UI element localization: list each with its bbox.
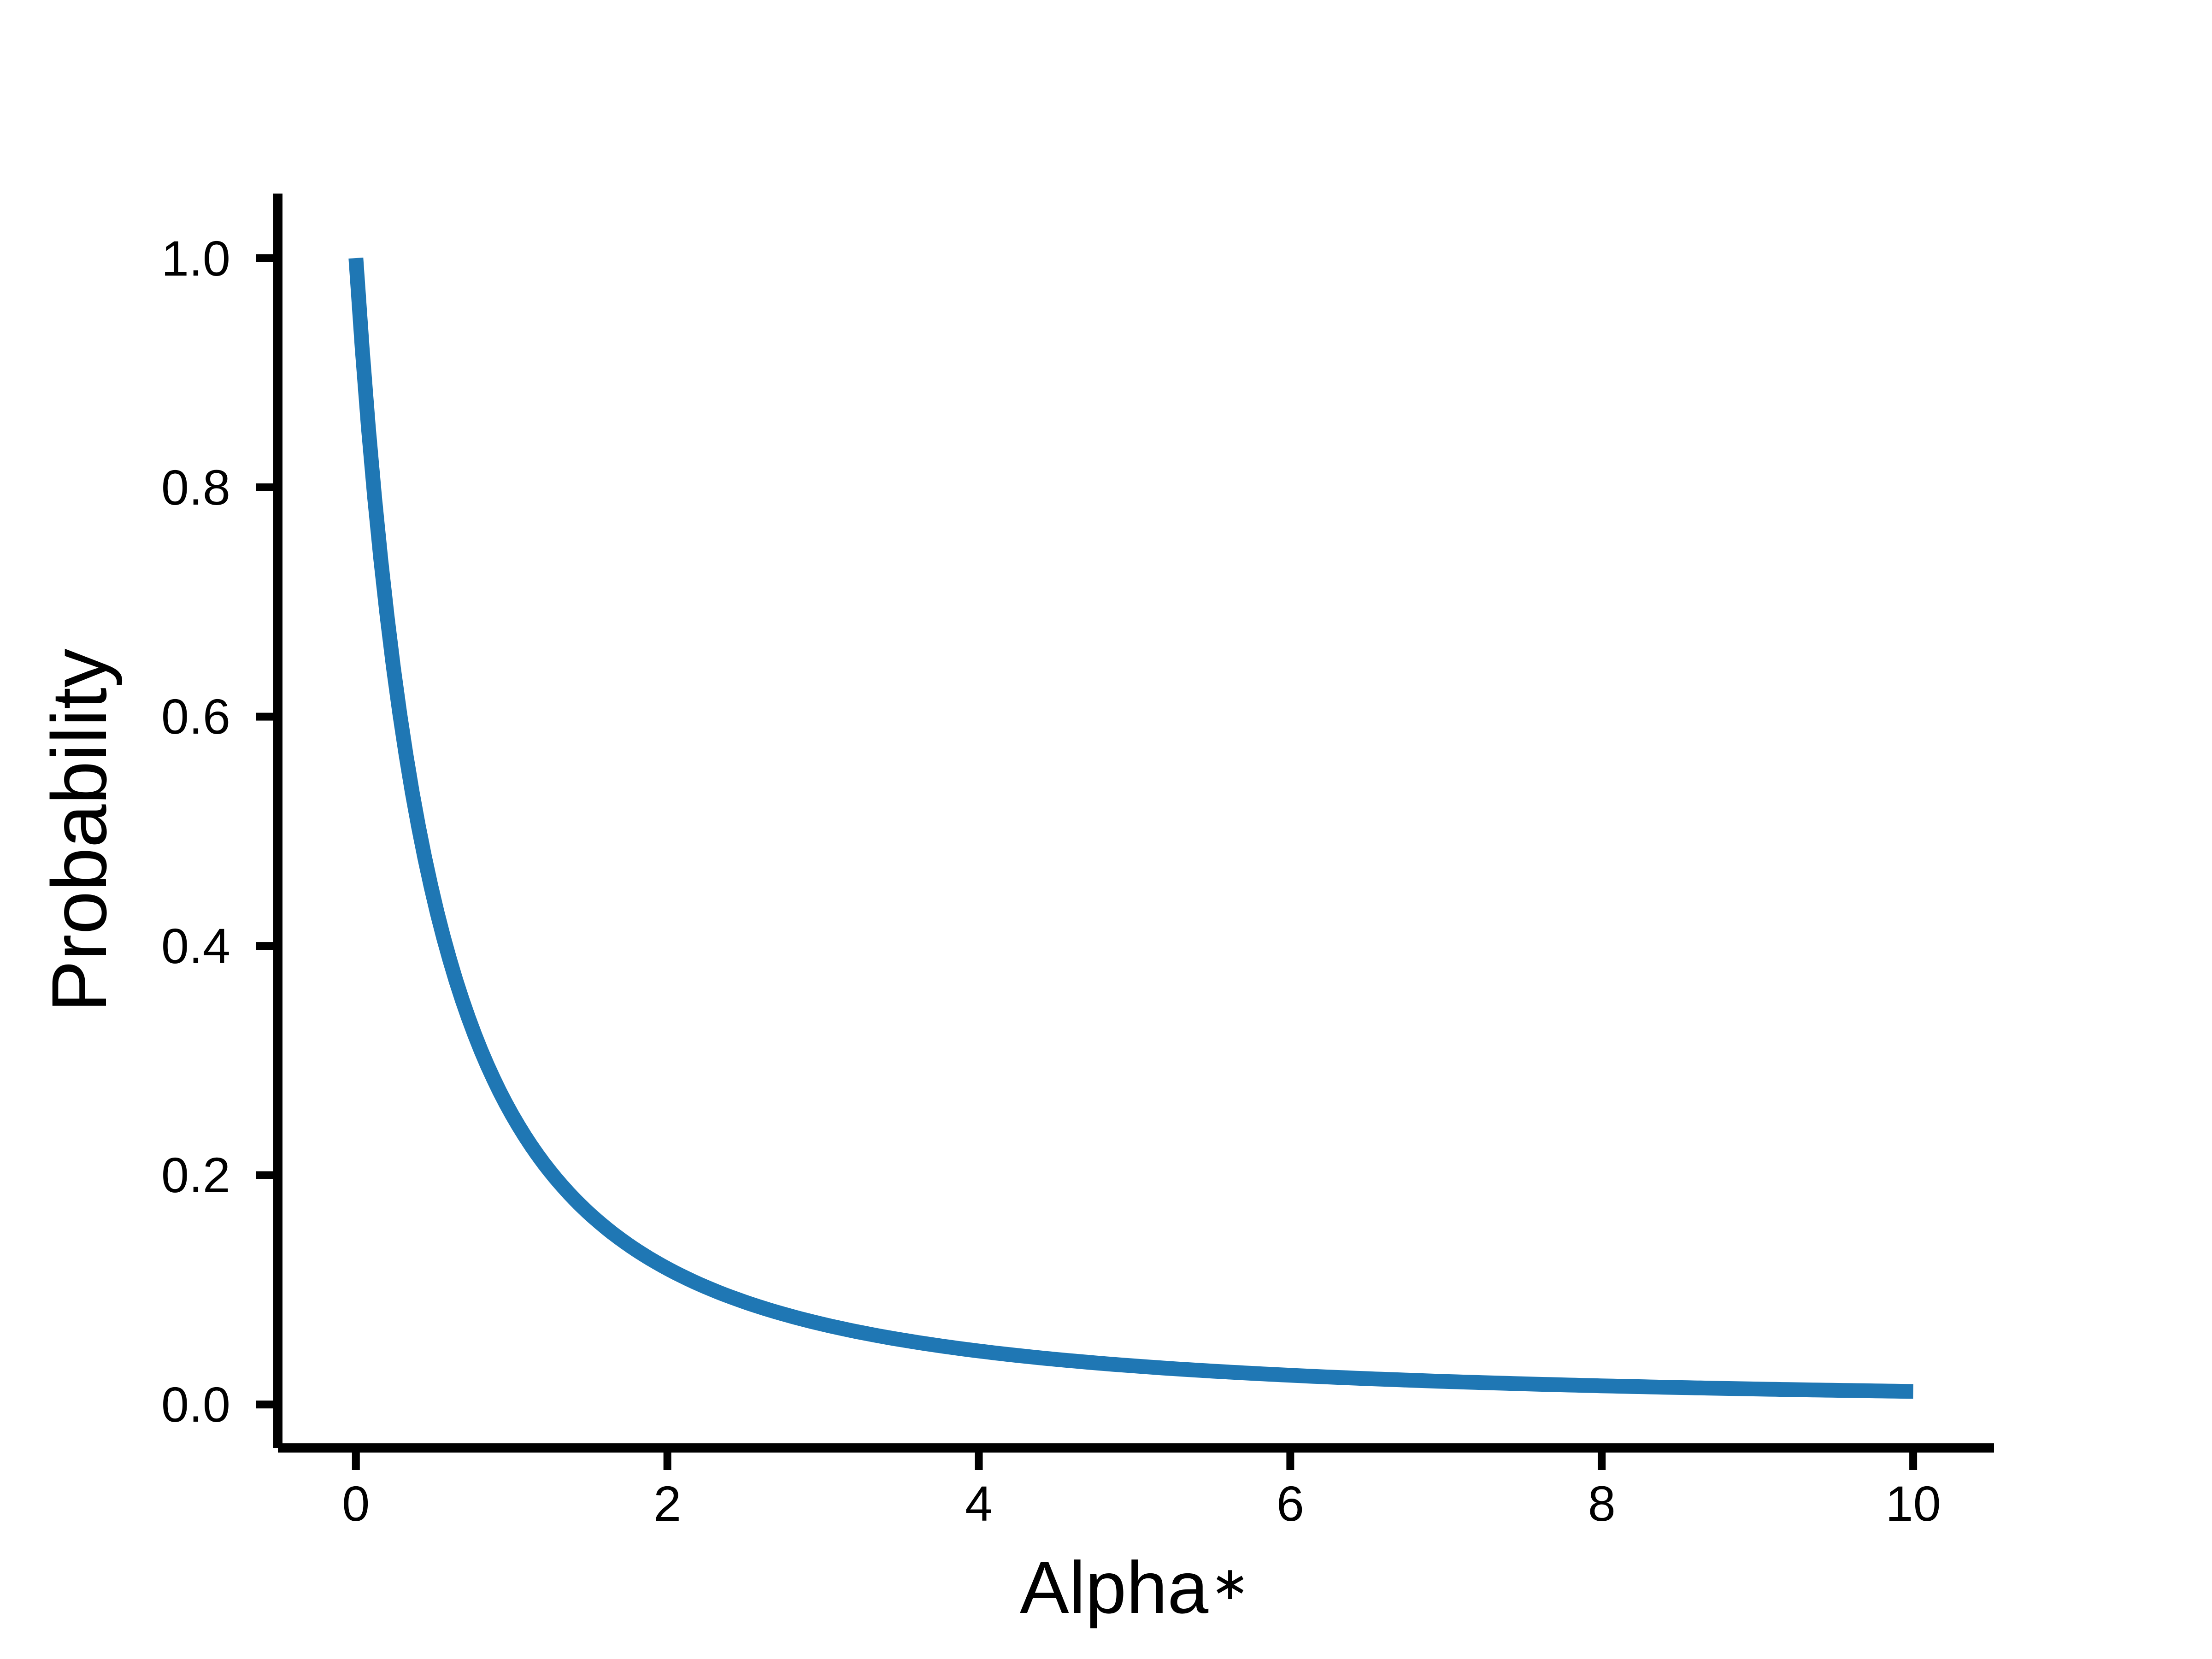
svg-text:0.2: 0.2 — [161, 1147, 230, 1203]
svg-text:8: 8 — [1588, 1476, 1616, 1531]
svg-text:0.0: 0.0 — [161, 1377, 230, 1432]
svg-text:Probability: Probability — [35, 648, 123, 1012]
svg-text:4: 4 — [965, 1476, 993, 1531]
svg-text:0.8: 0.8 — [161, 459, 230, 515]
svg-text:10: 10 — [1886, 1476, 1941, 1531]
svg-text:2: 2 — [653, 1476, 681, 1531]
svg-text:0.6: 0.6 — [161, 688, 230, 744]
svg-text:0: 0 — [342, 1476, 370, 1531]
svg-text:0.4: 0.4 — [161, 918, 230, 974]
svg-text:1.0: 1.0 — [161, 230, 230, 286]
svg-text:6: 6 — [1277, 1476, 1304, 1531]
